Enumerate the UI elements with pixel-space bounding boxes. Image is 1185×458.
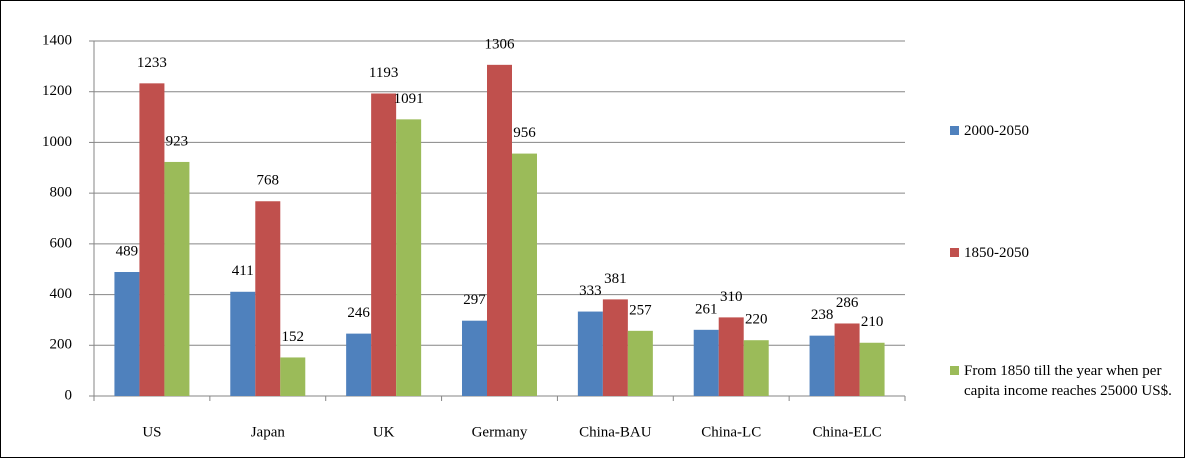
- bar: [743, 340, 769, 396]
- x-tick-label: China-BAU: [579, 424, 652, 440]
- data-label: 411: [232, 263, 254, 279]
- y-tick-label: 600: [50, 235, 73, 251]
- legend-item: 1850-2050: [950, 243, 1175, 263]
- data-label: 246: [347, 305, 370, 321]
- data-label: 333: [579, 283, 602, 299]
- bar: [280, 357, 306, 396]
- bar: [718, 317, 744, 396]
- x-tick-label: China-ELC: [812, 424, 881, 440]
- bar: [139, 83, 165, 396]
- bar: [346, 333, 372, 396]
- bar: [834, 323, 860, 396]
- legend-swatch: [950, 366, 959, 375]
- data-label: 1091: [394, 91, 424, 107]
- data-label: 381: [604, 271, 627, 287]
- y-tick-label: 1000: [42, 134, 72, 150]
- bar: [809, 335, 835, 396]
- data-label: 238: [811, 307, 834, 323]
- legend-label: 2000-2050: [964, 123, 1029, 139]
- data-label: 923: [166, 133, 189, 149]
- data-label: 297: [463, 292, 486, 308]
- bar: [627, 330, 653, 396]
- data-label: 489: [116, 243, 139, 259]
- x-tick-label: Germany: [472, 424, 528, 440]
- data-label: 1306: [485, 36, 516, 52]
- x-tick-label: UK: [373, 424, 395, 440]
- data-label: 220: [745, 312, 768, 328]
- bar: [114, 272, 140, 396]
- data-label: 257: [629, 302, 652, 318]
- legend-item: From 1850 till the year when per capita …: [950, 361, 1175, 401]
- data-label: 956: [513, 125, 536, 141]
- bar: [164, 161, 190, 396]
- data-label: 152: [282, 329, 305, 345]
- y-tick-label: 400: [50, 286, 73, 302]
- bar: [396, 119, 422, 396]
- y-tick-label: 1400: [42, 32, 72, 48]
- bar: [693, 329, 719, 396]
- x-tick-label: Japan: [251, 424, 286, 440]
- y-tick-label: 1200: [42, 83, 72, 99]
- data-label: 210: [861, 314, 884, 330]
- data-label: 1233: [137, 55, 167, 71]
- legend-item: 2000-2050: [950, 121, 1175, 141]
- bar: [462, 320, 487, 396]
- bar: [255, 201, 281, 396]
- x-tick-label: China-LC: [701, 424, 761, 440]
- legend-swatch: [950, 126, 959, 135]
- data-label: 286: [836, 295, 859, 311]
- y-tick-label: 0: [65, 387, 73, 403]
- bar: [602, 299, 628, 396]
- bar: [859, 342, 885, 396]
- bar: [487, 64, 512, 396]
- bar: [371, 93, 397, 396]
- legend-label: 1850-2050: [964, 245, 1029, 261]
- data-label: 1193: [369, 65, 398, 81]
- y-tick-label: 800: [50, 185, 73, 201]
- x-tick-label: US: [142, 424, 161, 440]
- y-tick-label: 200: [50, 337, 73, 353]
- data-label: 768: [257, 173, 280, 189]
- data-label: 261: [695, 301, 718, 317]
- data-label: 310: [720, 289, 743, 305]
- bar: [577, 311, 603, 396]
- bar: [230, 291, 256, 396]
- legend-label: From 1850 till the year when per capita …: [964, 363, 1172, 399]
- legend-swatch: [950, 248, 959, 257]
- bar: [512, 153, 537, 396]
